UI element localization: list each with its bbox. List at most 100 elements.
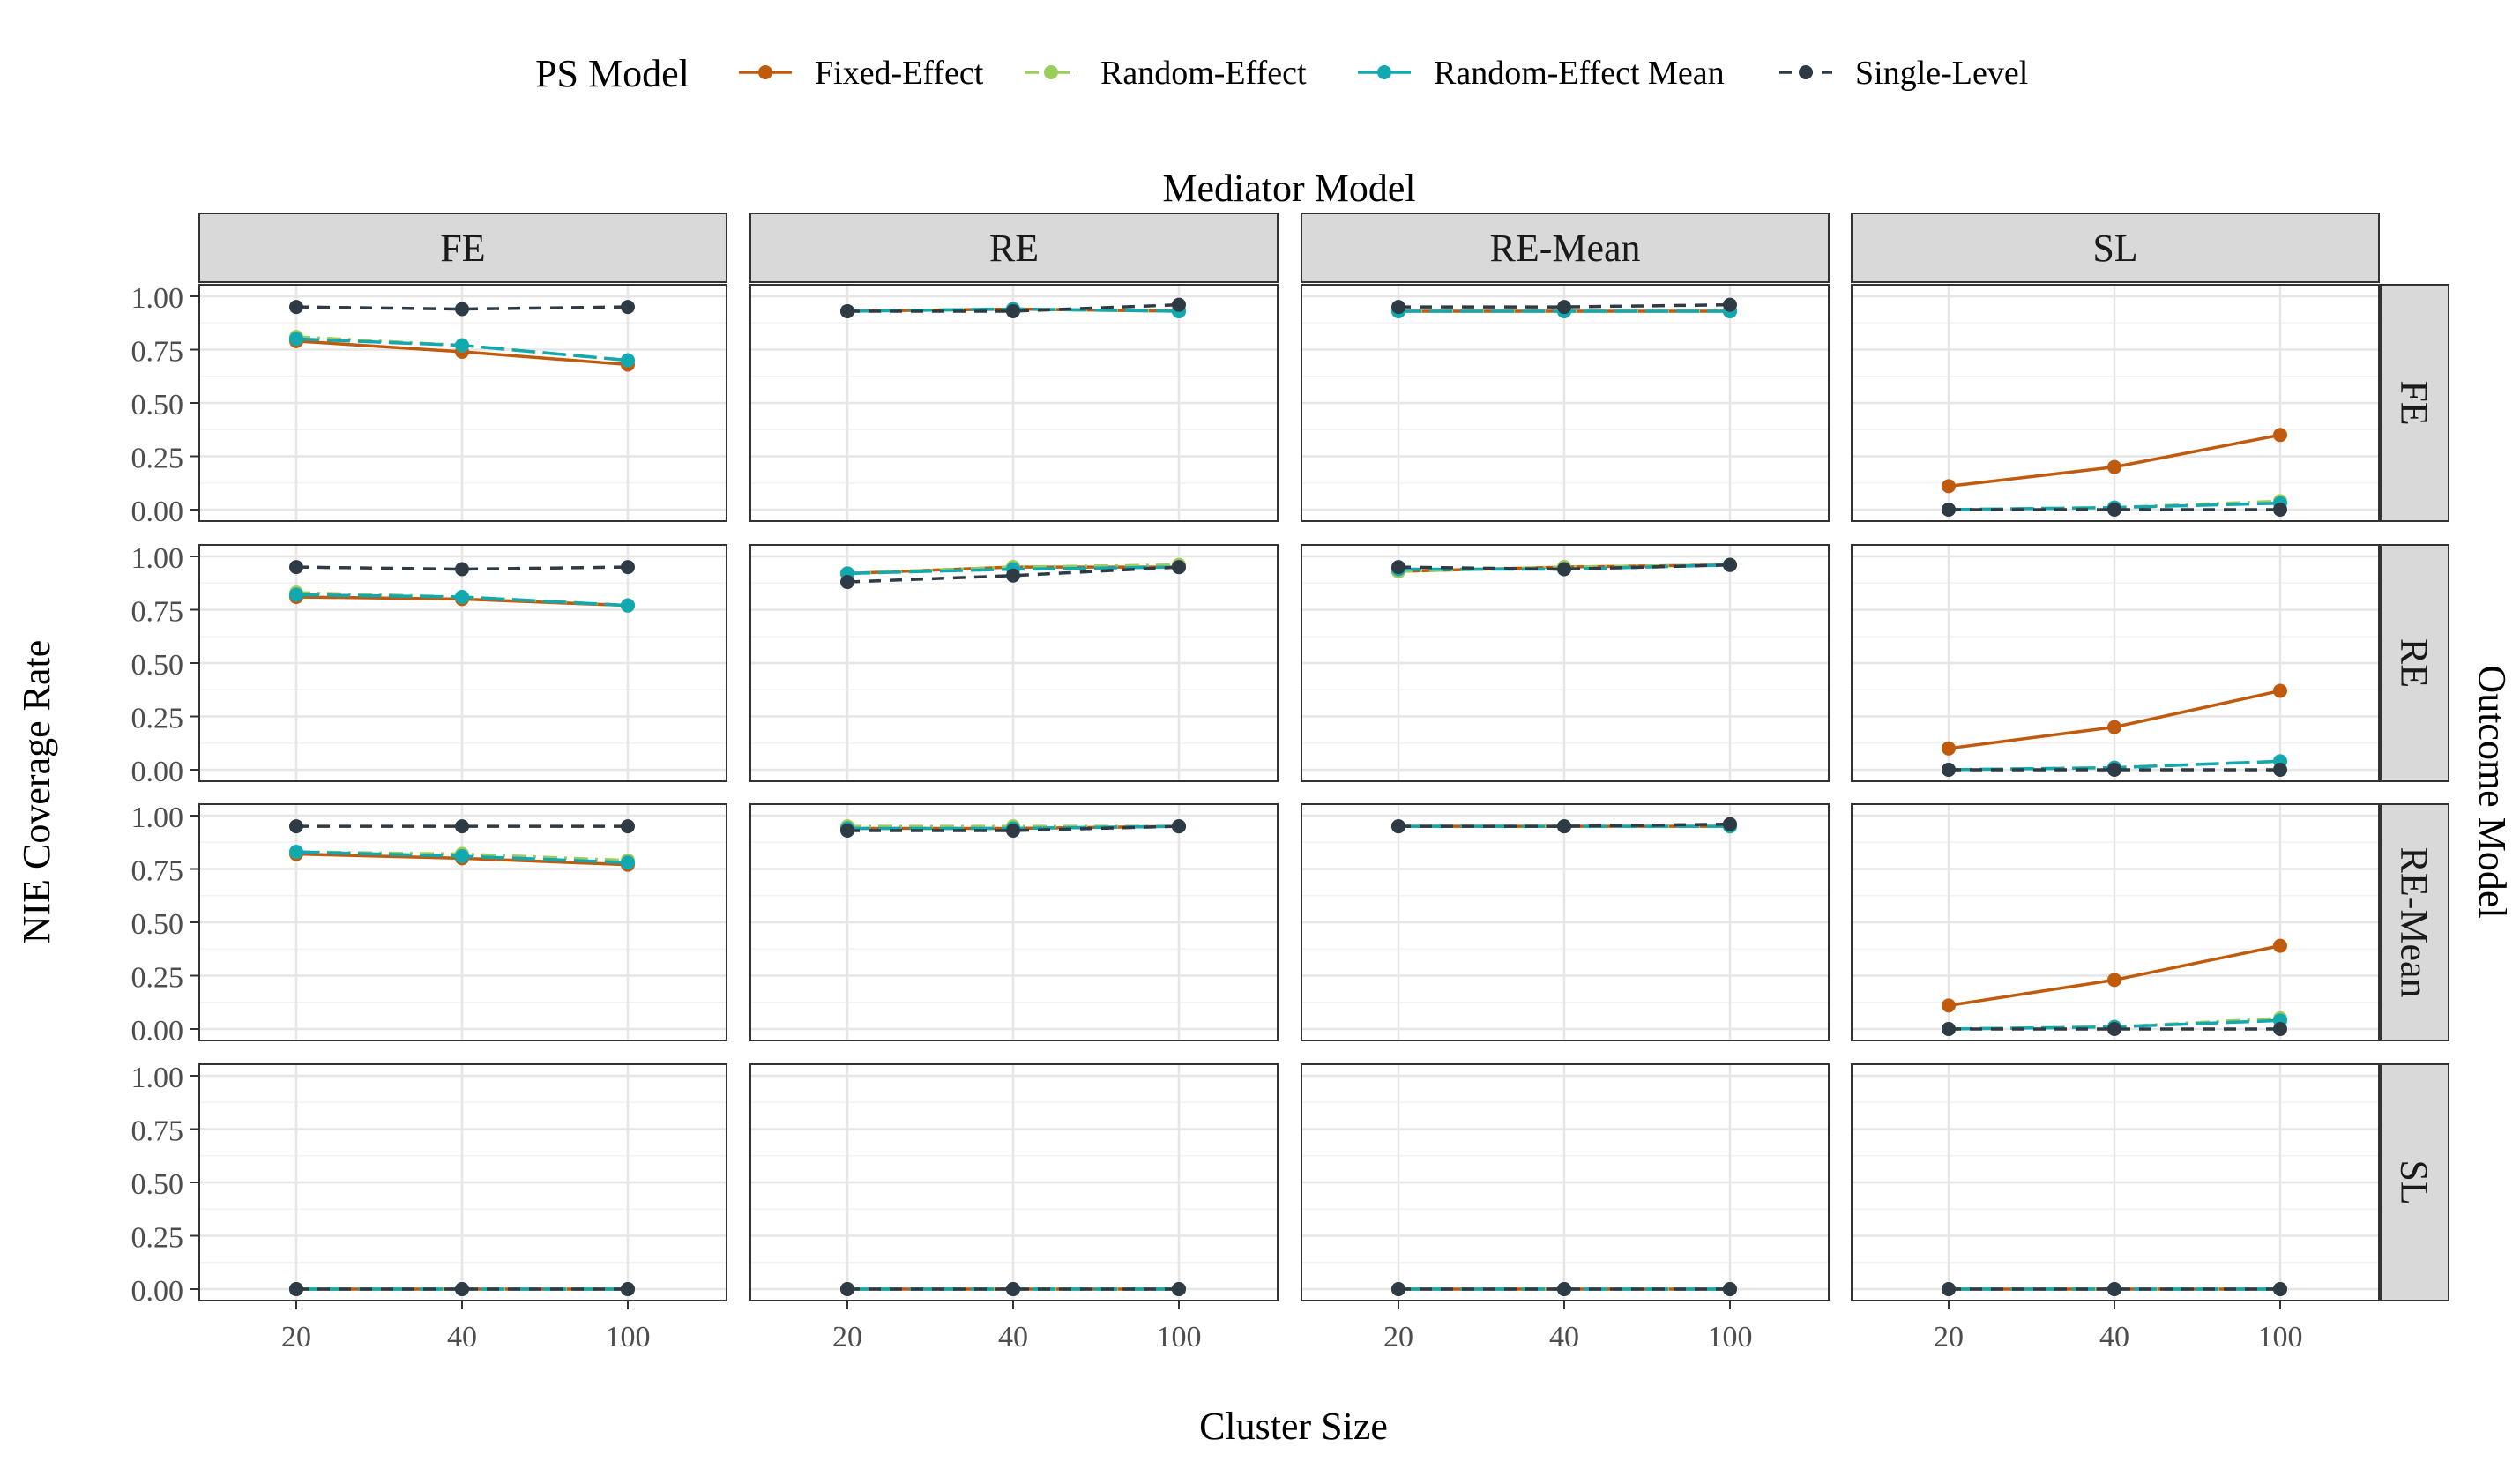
panel-border [198,284,727,522]
series-line [1398,822,1731,828]
y-tick-label: 0.00 [131,756,184,788]
data-point [2273,683,2287,698]
panel-border [198,1063,727,1301]
col-strip-label: SL [2092,227,2137,270]
data-point [1172,297,1186,312]
x-tick-label: 100 [1157,1321,1202,1353]
data-point [621,1282,635,1296]
data-point [2107,763,2121,777]
panel-border [749,544,1279,782]
data-point [1723,297,1737,312]
row-strip [2380,284,2449,522]
facet-panel [198,544,727,782]
series-line [846,565,1180,584]
facet-panel [198,284,727,522]
data-point [455,1282,469,1296]
data-point [1942,1022,1956,1036]
facet-panel [1301,1063,1830,1301]
data-point [1006,1282,1020,1296]
legend-label: Single-Level [1855,55,2028,92]
y-tick-label: 0.25 [131,1222,184,1255]
col-strip-label: FE [440,227,485,270]
data-point [2273,938,2287,953]
facet-panel [749,544,1279,782]
panel-border [749,803,1279,1041]
data-point [2273,763,2287,777]
col-strip-label: RE-Mean [1489,227,1640,270]
data-point [1723,1282,1737,1296]
data-point [621,598,635,613]
data-point [2107,720,2121,734]
data-point [455,848,469,863]
data-point [1557,819,1571,834]
x-tick-label: 40 [1549,1321,1579,1353]
panel-border [1851,803,2380,1041]
data-point [621,819,635,834]
y-tick-label: 0.25 [131,443,184,475]
data-point [455,338,469,353]
data-point [455,562,469,577]
data-point [1942,763,1956,777]
panel-border [1301,284,1830,522]
facet-panel [198,803,727,1041]
panel-border [1301,803,1830,1041]
series-line [295,305,629,311]
x-tick-label: 20 [832,1321,862,1353]
data-point [1723,557,1737,572]
data-point [289,332,303,347]
data-point [840,575,854,590]
data-point [289,1282,303,1296]
y-tick-label: 0.25 [131,962,184,995]
y-tick-label: 1.00 [131,802,184,834]
y-tick-label: 0.75 [131,596,184,629]
data-point [455,302,469,317]
data-point [2107,503,2121,517]
legend-key-point [1799,65,1813,79]
data-point [1391,300,1405,315]
panel-border [749,1063,1279,1301]
x-tick-label: 40 [2099,1321,2129,1353]
facet-panel [1301,284,1830,522]
series-line [847,824,1180,832]
y-tick-label: 0.25 [131,703,184,735]
data-point [1006,303,1020,318]
facet-panel [1851,284,2380,522]
data-point [2107,1282,2121,1296]
data-point [840,1282,854,1296]
data-point [840,823,854,838]
facet-panel [1301,803,1830,1041]
row-strip-label: FE [2393,380,2436,425]
series-line [1398,563,1731,571]
data-point [1942,503,1956,517]
data-point [1557,1282,1571,1296]
legend-label: Fixed-Effect [815,55,984,92]
col-strip [749,213,1279,283]
data-point [1391,1282,1405,1296]
data-point [621,300,635,315]
data-point [1942,1282,1956,1296]
legend: PS Model Fixed-Effect Random-Effect Random-… [535,52,2028,95]
panel-border [1851,1063,2380,1301]
facet-panel [749,284,1279,522]
legend-key-point [758,65,772,79]
series-line [847,302,1180,313]
facet-panel [1851,803,2380,1041]
data-point [1006,568,1020,583]
data-point [455,819,469,834]
data-point [289,300,303,315]
y-tick-label: 1.00 [131,282,184,315]
data-point [621,855,635,870]
data-point [289,560,303,575]
row-strip-label: RE-Mean [2393,846,2436,997]
panel-border [198,803,727,1041]
data-point [2107,973,2121,988]
row-strip [2380,1063,2449,1301]
legend-label: Random-Effect [1100,55,1307,92]
col-strip [198,213,727,283]
y-tick-label: 0.00 [131,496,184,528]
legend-label: Random-Effect Mean [1434,55,1725,92]
panel-border [1301,544,1830,782]
data-point [455,589,469,604]
y-tick-label: 0.50 [131,649,184,682]
